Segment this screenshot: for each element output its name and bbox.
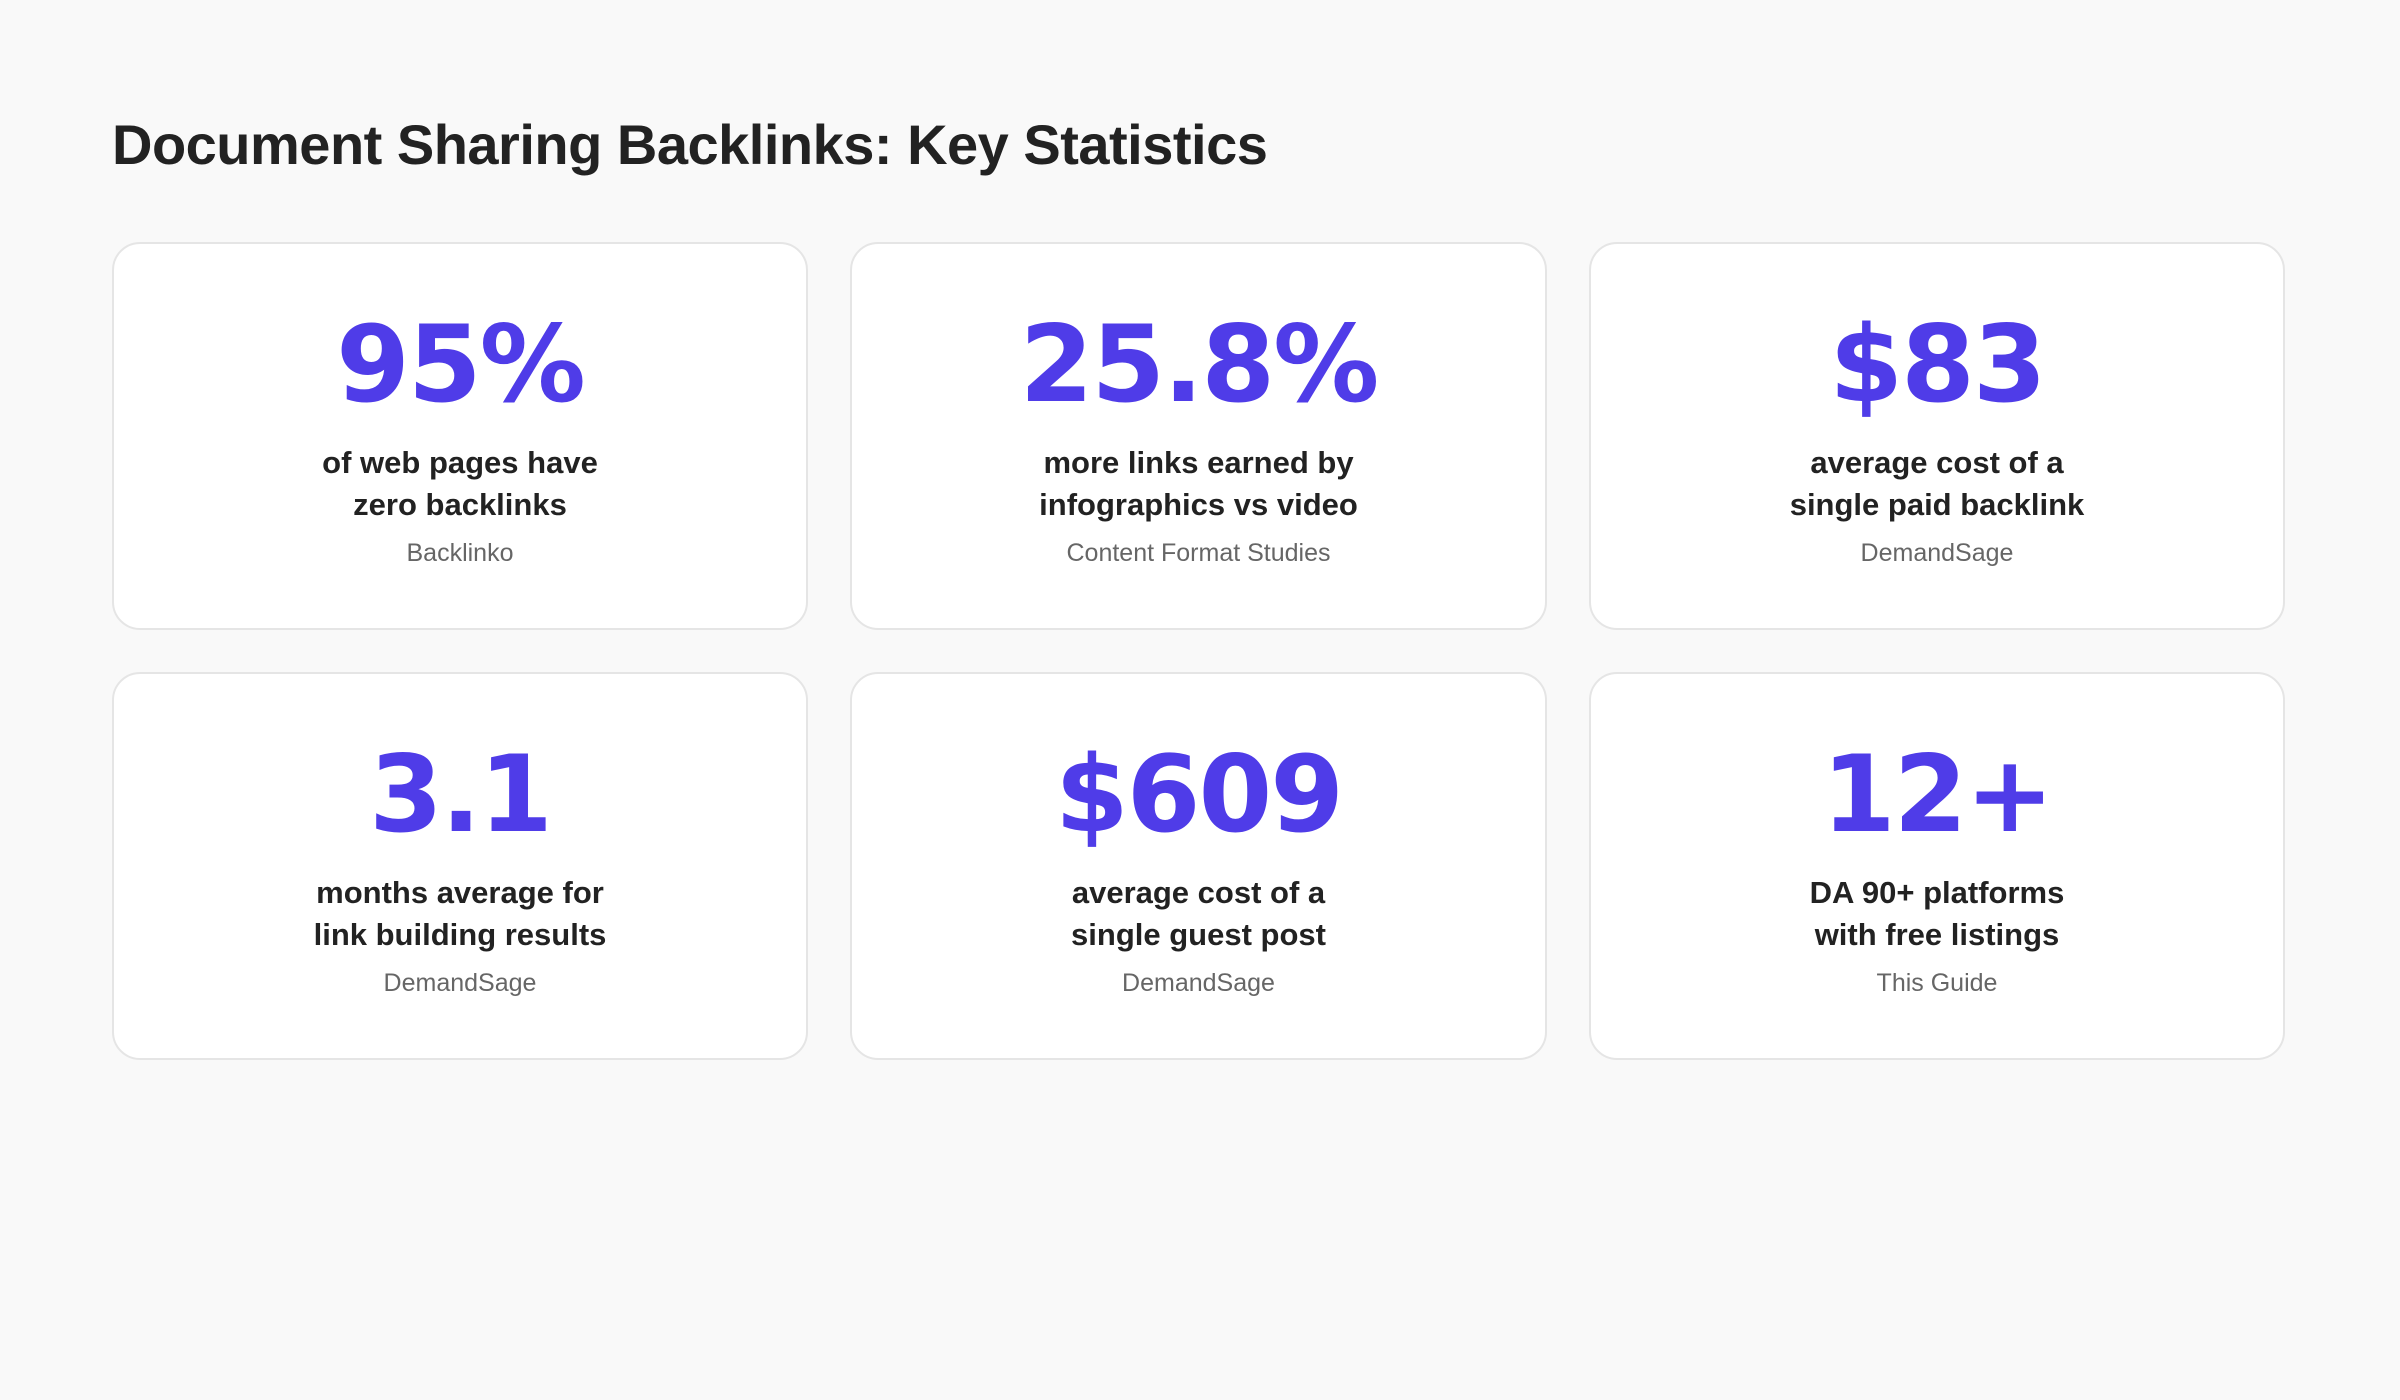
stat-card: 12+ DA 90+ platforms with free listings … [1589,672,2285,1060]
stat-label: average cost of a single paid backlink [1727,442,2147,526]
stat-label-line: more links earned by [1043,445,1354,480]
stat-label-line: average cost of a [1810,445,2064,480]
stat-card: 25.8% more links earned by infographics … [850,242,1547,630]
stat-label-line: infographics vs video [1039,487,1358,522]
stat-card: 95% of web pages have zero backlinks Bac… [112,242,808,630]
stat-label: more links earned by infographics vs vid… [989,442,1409,526]
stat-source: Content Format Studies [1066,539,1331,567]
stat-value: 3.1 [369,733,553,856]
stat-label-line: of web pages have [322,445,598,480]
stat-card: $609 average cost of a single guest post… [850,672,1547,1060]
stat-source: DemandSage [383,969,537,997]
stat-label-line: months average for [316,875,604,910]
stat-value: 25.8% [1019,303,1380,426]
stat-value: 95% [336,303,586,426]
stat-source: DemandSage [1860,539,2014,567]
stat-label-line: DA 90+ platforms [1809,875,2065,910]
stat-label-line: zero backlinks [353,487,567,522]
stat-label-line: single guest post [1071,917,1326,952]
stat-value: 12+ [1821,733,2054,856]
stat-label: months average for link building results [250,872,670,956]
stats-grid: 95% of web pages have zero backlinks Bac… [112,242,2288,1060]
stat-card: $83 average cost of a single paid backli… [1589,242,2285,630]
stat-label-line: single paid backlink [1789,487,2085,522]
stat-label-line: link building results [313,917,607,952]
stat-source: This Guide [1876,969,1998,997]
stat-label: DA 90+ platforms with free listings [1727,872,2147,956]
stat-card: 3.1 months average for link building res… [112,672,808,1060]
page-title: Document Sharing Backlinks: Key Statisti… [112,113,1268,176]
stat-label-line: with free listings [1814,917,2060,952]
stat-source: DemandSage [1122,969,1275,997]
stat-source: Backlinko [406,539,514,567]
stat-value: $609 [1054,733,1344,856]
stat-label: average cost of a single guest post [989,872,1409,956]
stat-label-line: average cost of a [1071,875,1326,910]
stat-label: of web pages have zero backlinks [250,442,670,526]
stat-value: $83 [1829,303,2046,426]
